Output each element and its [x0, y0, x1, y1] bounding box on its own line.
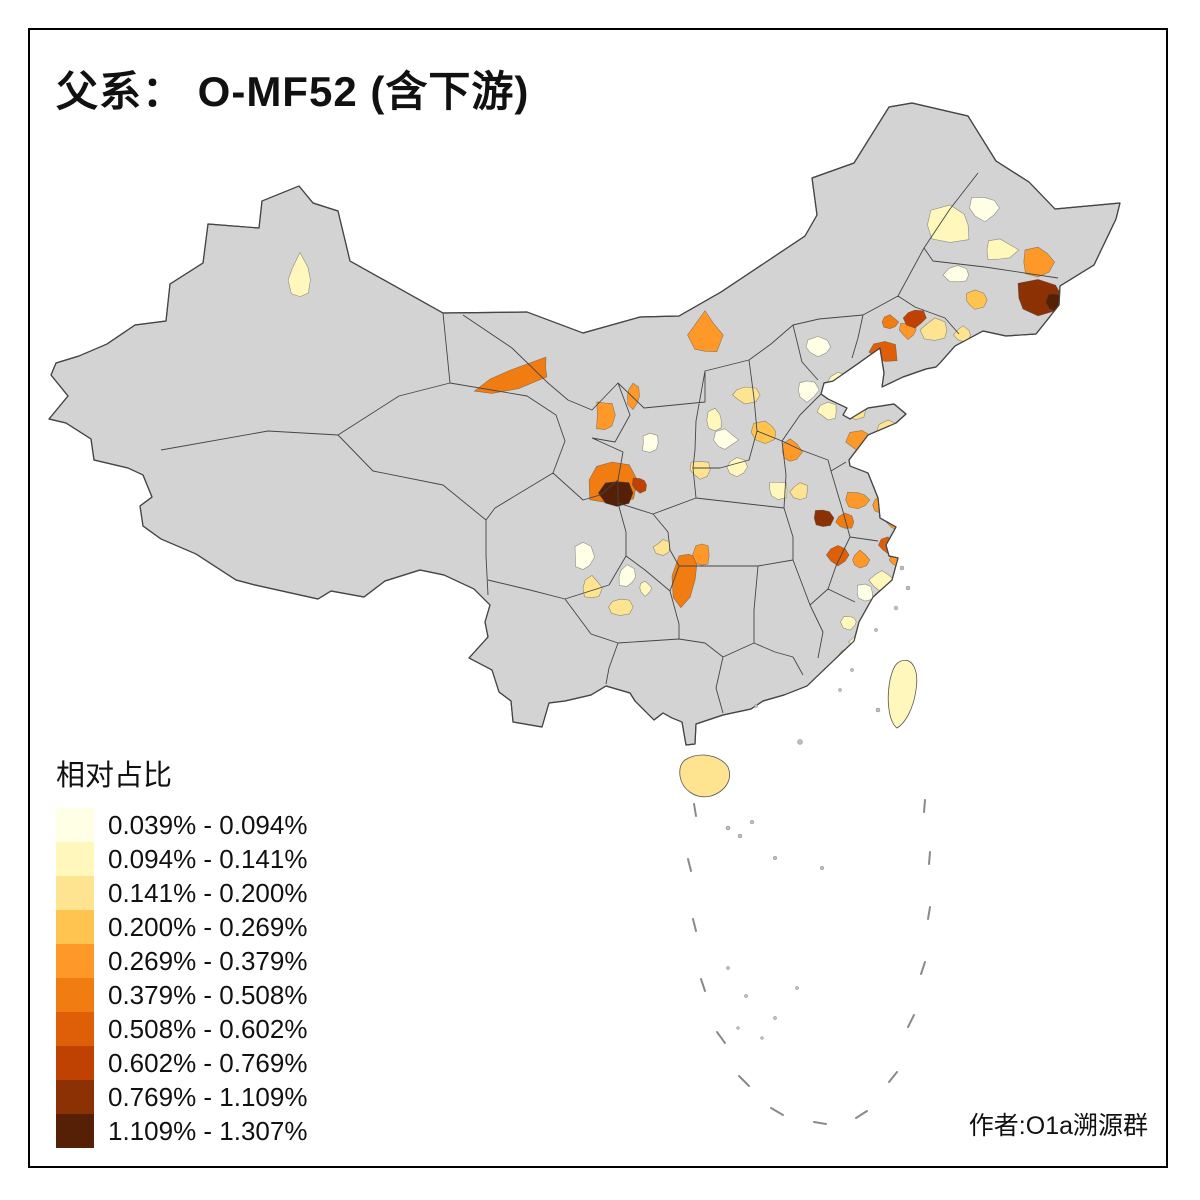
legend-item: 0.039% - 0.094%: [56, 808, 307, 842]
nine-dash-line: [687, 799, 931, 1125]
legend-swatch: [56, 842, 94, 876]
legend-swatch: [56, 808, 94, 842]
map-region: [631, 477, 647, 494]
map-region: [797, 380, 820, 403]
map-region: [789, 482, 808, 500]
legend-swatch: [56, 1114, 94, 1148]
map-region: [840, 616, 857, 631]
map-region: [897, 567, 912, 587]
legend-label: 1.109% - 1.307%: [108, 1115, 308, 1146]
legend-item: 0.269% - 0.379%: [56, 944, 307, 978]
map-region: [856, 583, 874, 602]
legend-item: 0.141% - 0.200%: [56, 876, 307, 910]
map-region: [782, 438, 803, 462]
map-region: [919, 317, 948, 341]
map-region: [687, 310, 724, 353]
map-region: [782, 698, 800, 715]
legend-label: 0.269% - 0.379%: [108, 945, 308, 976]
map-region: [927, 204, 970, 243]
map-region: [726, 457, 748, 478]
page-title: 父系： O-MF52 (含下游): [56, 68, 530, 115]
map-region: [813, 509, 835, 527]
china-mainland: [48, 102, 1121, 746]
legend-swatch: [56, 1012, 94, 1046]
legend: 相对占比 0.039% - 0.094% 0.094% - 0.141% 0.141…: [56, 752, 307, 1148]
map-region: [852, 549, 871, 569]
map-region: [652, 539, 670, 556]
hainan-island: [679, 754, 730, 798]
sea-islands: [725, 565, 911, 1040]
map-region: [473, 356, 548, 394]
legend-label: 0.200% - 0.269%: [108, 911, 308, 942]
map-region: [965, 289, 988, 310]
map-region: [627, 382, 640, 410]
map-region: [986, 238, 1020, 260]
legend-item: 0.602% - 0.769%: [56, 1046, 307, 1080]
legend-label: 0.039% - 0.094%: [108, 809, 308, 840]
map-region: [596, 401, 616, 430]
map-region: [574, 541, 595, 570]
map-region: [969, 196, 1000, 223]
legend-label: 0.769% - 1.109%: [108, 1081, 308, 1112]
map-region: [881, 314, 900, 330]
map-region: [798, 717, 811, 727]
legend-rows: 0.039% - 0.094% 0.094% - 0.141% 0.141% - 0…: [56, 808, 307, 1148]
legend-label: 0.508% - 0.602%: [108, 1013, 308, 1044]
legend-item: 0.200% - 0.269%: [56, 910, 307, 944]
map-region: [816, 401, 837, 421]
map-region: [597, 481, 634, 507]
map-region: [287, 251, 311, 297]
legend-swatch: [56, 910, 94, 944]
map-region: [865, 457, 884, 472]
map-region: [618, 564, 636, 587]
attribution: 作者:O1a溯源群: [968, 1112, 1148, 1140]
map-region: [892, 444, 917, 459]
china-outline: [48, 102, 1121, 746]
legend-title: 相对占比: [56, 760, 173, 792]
legend-label: 0.602% - 0.769%: [108, 1047, 308, 1078]
legend-swatch: [56, 944, 94, 978]
map-region: [845, 400, 867, 421]
map-region: [769, 482, 788, 500]
legend-item: 1.109% - 1.307%: [56, 1114, 307, 1148]
legend-item: 0.508% - 0.602%: [56, 1012, 307, 1046]
legend-swatch: [56, 978, 94, 1012]
map-region: [608, 598, 634, 616]
map-region: [1023, 246, 1056, 278]
china-choropleth-map: [48, 102, 1121, 1125]
legend-item: 0.769% - 1.109%: [56, 1080, 307, 1114]
map-region: [942, 265, 970, 283]
map-region: [642, 432, 659, 453]
map-region: [706, 407, 722, 432]
legend-swatch: [56, 876, 94, 910]
legend-item: 0.379% - 0.508%: [56, 978, 307, 1012]
legend-label: 0.094% - 0.141%: [108, 843, 308, 874]
province-borders: [160, 172, 1059, 714]
map-region: [692, 543, 710, 566]
map-region: [835, 512, 855, 529]
plot-frame: [28, 28, 1168, 1168]
map-region: [750, 420, 777, 444]
legend-label: 0.141% - 0.200%: [108, 877, 308, 908]
map-region: [689, 461, 711, 480]
map-region: [902, 309, 927, 329]
legend-swatch: [56, 1080, 94, 1114]
legend-item: 0.094% - 0.141%: [56, 842, 307, 876]
map-region: [805, 336, 831, 358]
map-region: [639, 580, 653, 597]
map-region: [868, 341, 898, 362]
taiwan-island: [887, 659, 918, 729]
legend-swatch: [56, 1046, 94, 1080]
map-region: [713, 428, 740, 450]
legend-label: 0.379% - 0.508%: [108, 979, 308, 1010]
map-region: [845, 491, 871, 510]
